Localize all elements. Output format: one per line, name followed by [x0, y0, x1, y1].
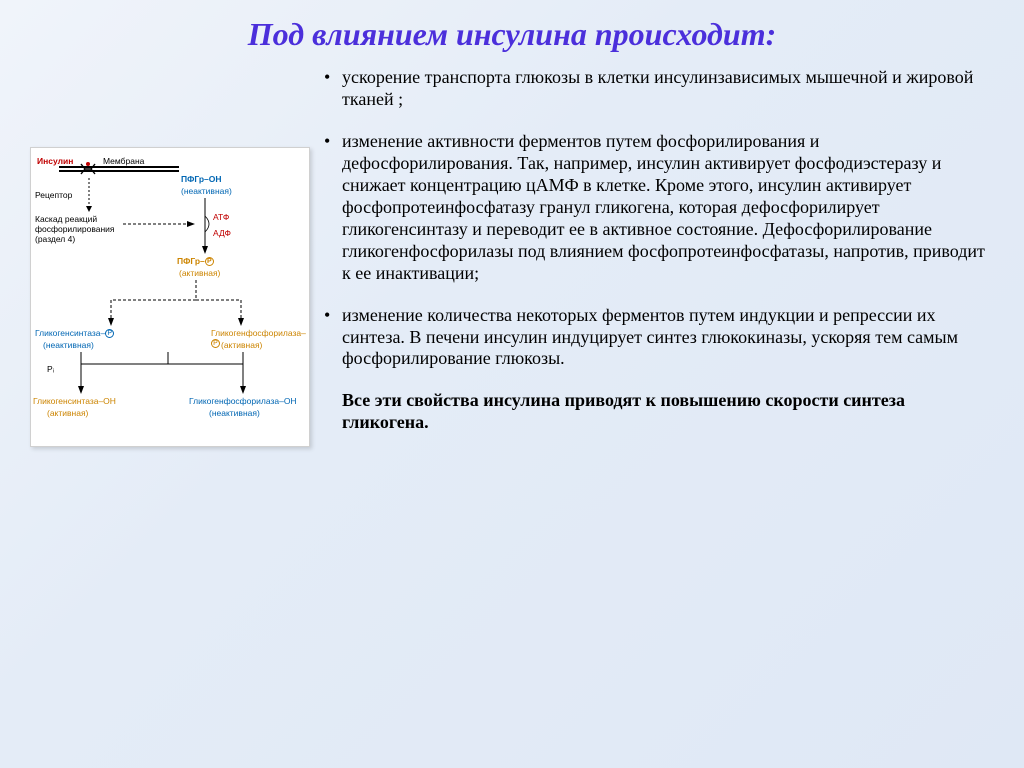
label-pfgr-p: ПФГр–P: [177, 256, 214, 266]
label-membrane: Мембрана: [103, 156, 144, 166]
label-pfgr-p-state: (активная): [179, 268, 220, 278]
label-cascade: Каскад реакций фосфорилирования (раздел …: [35, 214, 115, 245]
arrow-cascade-right: [123, 220, 195, 228]
signaling-diagram: Инсулин Мембрана Рецептор ПФГр–ОН (неакт…: [30, 147, 310, 447]
slide: Под влиянием инсулина происходит: Инсули…: [0, 0, 1024, 768]
label-gf-oh-state: (неактивная): [209, 408, 260, 418]
bullet-text: изменение активности ферментов путем фос…: [342, 131, 985, 283]
bullet-item: изменение активности ферментов путем фос…: [320, 131, 988, 285]
closing-text: Все эти свойства инсулина приводят к пов…: [320, 390, 988, 434]
bullet-column: ускорение транспорта глюкозы в клетки ин…: [320, 67, 994, 748]
diagram-column: Инсулин Мембрана Рецептор ПФГр–ОН (неакт…: [30, 67, 310, 748]
membrane-line: [59, 166, 179, 172]
bullet-list: ускорение транспорта глюкозы в клетки ин…: [320, 67, 988, 370]
bullet-text: изменение количества некоторых ферментов…: [342, 305, 958, 369]
bullet-text: ускорение транспорта глюкозы в клетки ин…: [342, 67, 973, 109]
arrow-converge: [73, 352, 263, 394]
label-gs-oh: Гликогенсинтаза–ОН: [33, 396, 116, 406]
bullet-item: ускорение транспорта глюкозы в клетки ин…: [320, 67, 988, 111]
arrow-receptor-down: [85, 178, 93, 212]
arrow-split: [91, 280, 251, 326]
arrow-pfgr-down: [199, 198, 211, 254]
label-adp: АДФ: [213, 228, 231, 238]
label-receptor: Рецептор: [35, 190, 72, 200]
cascade-line3: (раздел 4): [35, 234, 115, 244]
label-pi: Pᵢ: [47, 364, 54, 374]
receptor-icon: [79, 162, 97, 176]
label-insulin: Инсулин: [37, 156, 73, 166]
label-gf-p-state: (активная): [221, 340, 262, 350]
slide-title: Под влиянием инсулина происходит:: [30, 16, 994, 53]
label-pfgr-oh-state: (неактивная): [181, 186, 232, 196]
label-gs-p-state: (неактивная): [43, 340, 94, 350]
label-gf-oh: Гликогенфосфорилаза–ОН: [189, 396, 297, 406]
cascade-line1: Каскад реакций: [35, 214, 115, 224]
label-gs-p: Гликогенсинтаза–P: [35, 328, 114, 338]
label-gs-oh-state: (активная): [47, 408, 88, 418]
cascade-line2: фосфорилирования: [35, 224, 115, 234]
bullet-item: изменение количества некоторых ферментов…: [320, 305, 988, 371]
label-atp: АТФ: [213, 212, 229, 222]
label-pfgr-oh: ПФГр–ОН: [181, 174, 222, 184]
content-row: Инсулин Мембрана Рецептор ПФГр–ОН (неакт…: [30, 67, 994, 748]
